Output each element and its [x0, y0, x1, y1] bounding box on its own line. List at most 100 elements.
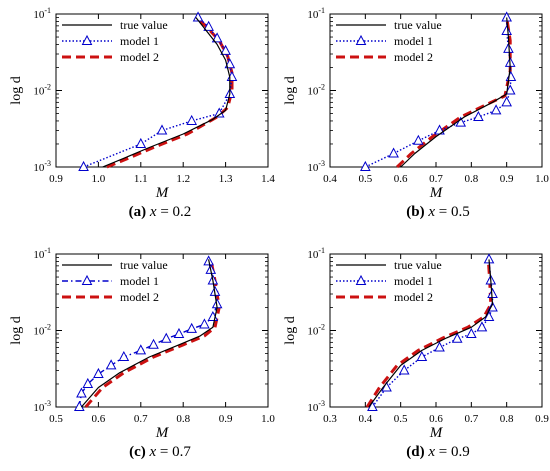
x-tick-label: 1.0 [92, 173, 106, 185]
data-point-marker [148, 338, 159, 349]
series-line-true-value [400, 17, 511, 168]
x-tick-label: 0.6 [92, 413, 106, 425]
data-point-marker [455, 116, 467, 127]
legend-label: model 1 [120, 274, 159, 288]
data-point-marker [173, 327, 185, 339]
data-point-marker [388, 147, 399, 158]
y-tick-label: 10-1 [33, 6, 51, 21]
data-point-marker [503, 42, 514, 53]
legend-label: model 2 [120, 50, 159, 64]
data-point-marker [160, 332, 172, 343]
series-line-true-value [368, 259, 494, 408]
x-tick-label: 0.4 [358, 413, 372, 425]
data-point-marker [105, 359, 117, 370]
x-tick-label: 0.8 [176, 413, 190, 425]
data-point-marker [476, 321, 488, 332]
data-point-marker [220, 44, 231, 55]
x-tick-label: 0.3 [323, 413, 337, 425]
legend-label: true value [394, 258, 442, 272]
data-point-marker [199, 318, 210, 329]
y-tick-label: 10-3 [307, 399, 325, 414]
data-point-marker [135, 344, 147, 355]
y-axis-label: log d [283, 76, 298, 104]
data-point-marker [434, 341, 445, 352]
panel-caption: (a) x = 0.2 [129, 204, 192, 220]
x-tick-label: 0.9 [500, 173, 514, 185]
x-tick-label: 0.9 [219, 413, 233, 425]
y-tick-label: 10-2 [33, 83, 51, 98]
legend-label: model 1 [394, 274, 433, 288]
y-tick-label: 10-3 [307, 159, 325, 174]
data-point-marker [490, 104, 502, 115]
legend-label: model 1 [394, 34, 433, 48]
data-point-marker [483, 310, 495, 322]
y-axis-label: log d [9, 76, 24, 104]
data-point-marker [473, 110, 484, 122]
legend-label: model 2 [394, 290, 433, 304]
y-tick-label: 10-2 [307, 323, 325, 338]
x-tick-label: 1.0 [535, 173, 549, 185]
x-tick-label: 1.0 [261, 413, 275, 425]
data-point-marker [203, 20, 214, 31]
x-tick-label: 1.3 [219, 173, 233, 185]
data-point-marker [118, 350, 130, 362]
data-point-marker [501, 24, 512, 35]
legend-label: model 1 [120, 34, 159, 48]
data-point-marker [504, 84, 516, 95]
x-tick-label: 1.1 [134, 173, 148, 185]
y-tick-label: 10-2 [33, 323, 51, 338]
legend-marker [355, 274, 367, 285]
data-point-marker [211, 32, 223, 43]
legend-marker [81, 274, 93, 285]
y-axis-label: log d [283, 316, 298, 344]
x-tick-label: 0.7 [134, 413, 148, 425]
data-point-marker [82, 377, 94, 388]
y-tick-label: 10-1 [307, 246, 325, 261]
x-tick-label: 1.2 [176, 173, 190, 185]
x-tick-label: 0.7 [429, 173, 443, 185]
y-axis-label: log d [9, 316, 24, 344]
x-axis-label: M [155, 425, 170, 441]
series-line-model-2 [365, 259, 493, 408]
x-tick-label: 0.9 [49, 173, 63, 185]
x-tick-label: 0.9 [535, 413, 549, 425]
series-line-true-value [102, 17, 231, 168]
y-tick-label: 10-1 [307, 6, 325, 21]
x-tick-label: 1.4 [261, 173, 275, 185]
data-point-marker [186, 114, 198, 125]
x-axis-label: M [429, 185, 444, 201]
legend-label: model 2 [394, 50, 433, 64]
data-point-marker [78, 160, 89, 171]
data-point-marker [360, 160, 371, 171]
x-tick-label: 0.8 [464, 173, 478, 185]
x-tick-label: 0.6 [429, 413, 443, 425]
data-point-marker [186, 322, 198, 333]
data-point-marker [398, 364, 410, 375]
x-tick-label: 0.5 [358, 173, 372, 185]
data-point-marker [93, 367, 104, 379]
x-axis-label: M [429, 425, 444, 441]
x-tick-label: 0.7 [464, 413, 478, 425]
x-tick-label: 0.4 [323, 173, 337, 185]
data-point-marker [466, 327, 477, 339]
data-point-marker [451, 332, 463, 343]
y-tick-label: 10-3 [33, 399, 51, 414]
x-tick-label: 0.6 [394, 173, 408, 185]
y-tick-label: 10-1 [33, 246, 51, 261]
data-point-marker [76, 387, 87, 398]
legend-label: true value [394, 18, 442, 32]
x-tick-label: 0.8 [500, 413, 514, 425]
legend-marker [81, 34, 93, 45]
series-line-model-2 [106, 15, 234, 169]
data-point-marker [505, 70, 517, 82]
legend-label: true value [120, 18, 168, 32]
data-point-marker [501, 96, 512, 107]
data-point-marker [416, 350, 428, 362]
data-point-marker [413, 134, 424, 145]
data-point-marker [156, 124, 168, 135]
